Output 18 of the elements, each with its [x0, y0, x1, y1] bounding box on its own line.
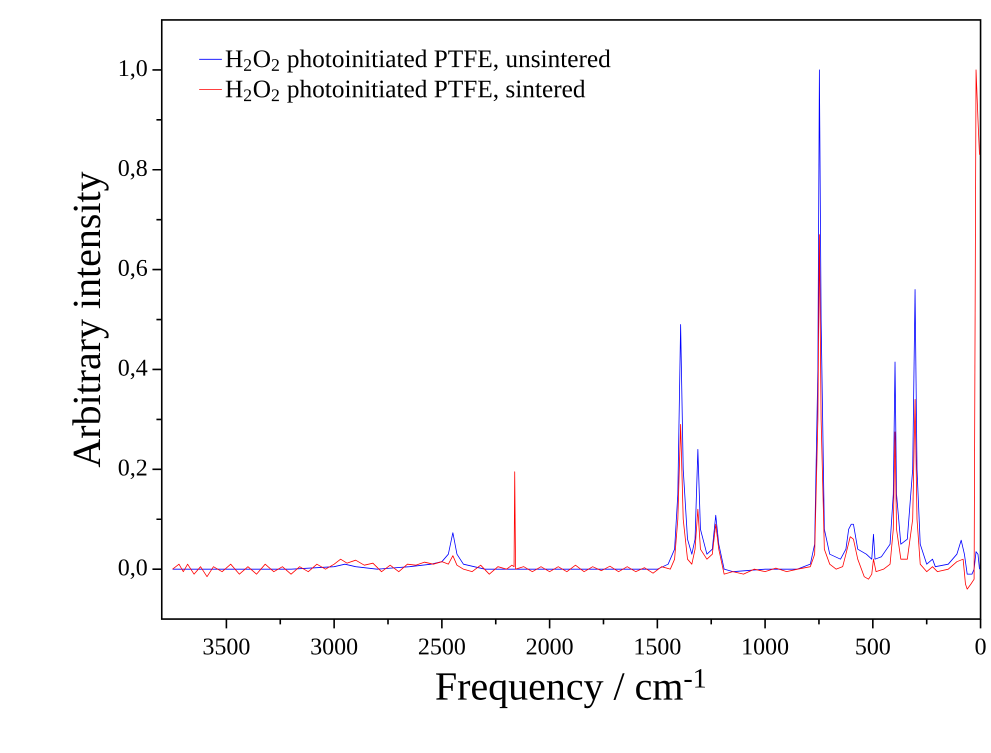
y-tick-label: 0,0 [118, 559, 147, 580]
x-tick-label: 2500 [418, 638, 465, 655]
x-tick-label: 2000 [526, 638, 573, 655]
x-tick-label: 0 [975, 638, 986, 655]
x-tick-label: 1500 [635, 638, 680, 655]
legend-label: H$_{2}$O$_{2}$ photoinitiated PTFE, sintered [226, 80, 586, 103]
x-tick-label: 1000 [743, 638, 788, 655]
x-axis-title: Frequency / cm$^{-1}$ [436, 669, 706, 708]
x-tick-label: 3500 [204, 638, 250, 655]
y-tick-label: 1,0 [120, 60, 147, 80]
legend-label: H$_{2}$O$_{2}$ photoinitiated PTFE, unsintered [226, 50, 610, 73]
x-tick-label: 3000 [311, 638, 358, 655]
y-axis-title: Arbitrary intensity [72, 172, 109, 468]
y-tick-label: 0,6 [118, 260, 148, 280]
x-tick-label: 500 [856, 638, 890, 655]
y-tick-label: 0,4 [118, 360, 148, 380]
y-tick-label: 0,8 [118, 160, 147, 180]
y-tick-label: 0,2 [118, 460, 146, 480]
